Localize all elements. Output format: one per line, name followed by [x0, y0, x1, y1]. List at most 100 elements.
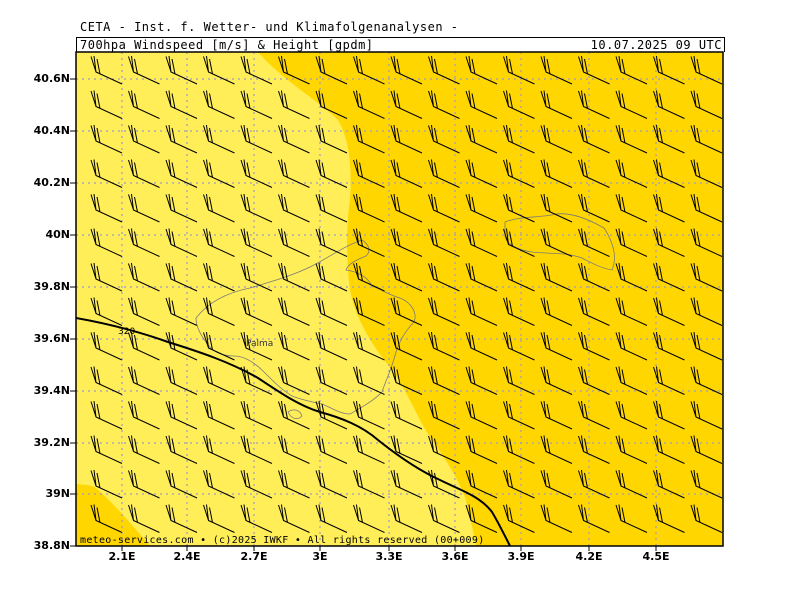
wind-barb [90, 262, 123, 292]
wind-barb [653, 504, 685, 533]
wind-barb [203, 55, 235, 85]
wind-barb [615, 124, 648, 154]
wind-barb [128, 90, 160, 119]
wind-barb [540, 228, 573, 257]
wind-barb [315, 400, 348, 430]
wind-barb [390, 124, 423, 154]
wind-barb [503, 504, 535, 533]
wind-barb [578, 55, 610, 85]
wind-barb [465, 297, 498, 326]
wind-barb [465, 228, 498, 257]
wind-barb [203, 124, 235, 154]
wind-barb [278, 504, 310, 533]
wind-barb [128, 469, 160, 499]
subtitle-bar [76, 37, 725, 52]
wind-barb [390, 262, 423, 292]
wind-barb [540, 331, 573, 361]
wind-barb [428, 435, 460, 464]
map-subtitle: 700hpa Windspeed [m/s] & Height [gpdm] [80, 38, 374, 52]
wind-barb [615, 193, 648, 223]
wind-barb [729, 367, 760, 395]
wind-barb [390, 55, 423, 85]
wind-barb [353, 297, 385, 326]
wind-barb [729, 125, 760, 153]
wind-barb [203, 400, 235, 430]
wind-barb [465, 90, 498, 119]
wind-barb [465, 124, 498, 154]
lat-label: 39.8N [33, 280, 70, 293]
wind-barb [315, 55, 348, 85]
wind-barb [203, 435, 235, 464]
wind-barb [729, 229, 760, 257]
wind-barb [390, 400, 423, 430]
wind-barb [165, 469, 198, 499]
wind-barb [578, 159, 610, 188]
wind-barb [128, 400, 160, 430]
wind-barb [540, 124, 573, 154]
wind-barb [690, 366, 723, 395]
lon-label: 4.5E [642, 550, 670, 563]
wind-barb [615, 366, 648, 395]
wind-barb [90, 435, 123, 464]
light-wind-region [76, 52, 476, 546]
wind-barb [390, 297, 423, 326]
wind-barb [540, 504, 573, 533]
wind-barb [653, 331, 685, 361]
wind-barb [729, 298, 760, 326]
wind-barb [165, 435, 198, 464]
wind-barb [729, 91, 760, 119]
wind-barb [615, 435, 648, 464]
dark-corner-region [76, 484, 134, 546]
wind-barb [428, 262, 460, 292]
wind-barb [90, 159, 123, 188]
wind-barb [540, 55, 573, 85]
wind-barb [278, 90, 310, 119]
wind-barb [503, 159, 535, 188]
wind-barb [428, 124, 460, 154]
map-frame [75, 51, 724, 547]
wind-barb [690, 435, 723, 464]
axis-ticks [70, 78, 657, 551]
contour-label: 320 [118, 327, 135, 337]
wind-barb [578, 331, 610, 361]
wind-barb [503, 124, 535, 154]
wind-barb [203, 228, 235, 257]
lon-label: 3.6E [441, 550, 469, 563]
lat-label: 38.8N [33, 539, 70, 552]
wind-barb [278, 400, 310, 430]
wind-barb [615, 90, 648, 119]
lon-label: 2.1E [108, 550, 136, 563]
wind-barb [653, 262, 685, 292]
lon-label: 3.3E [375, 550, 403, 563]
wind-barb [653, 469, 685, 499]
wind-barb [90, 504, 123, 533]
wind-barb [690, 90, 723, 119]
wind-barb [315, 366, 348, 395]
wind-barb [615, 400, 648, 430]
wind-barb [503, 297, 535, 326]
wind-barb [353, 159, 385, 188]
wind-barb [540, 297, 573, 326]
wind-barb [203, 469, 235, 499]
wind-barb [315, 90, 348, 119]
wind-barb [503, 228, 535, 257]
wind-barb [690, 228, 723, 257]
wind-barb [465, 435, 498, 464]
wind-barb [428, 504, 460, 533]
wind-barb [128, 297, 160, 326]
wind-barb [278, 366, 310, 395]
wind-barb [353, 331, 385, 361]
wind-barb [390, 435, 423, 464]
wind-barb [128, 435, 160, 464]
height-contour-320 [76, 317, 511, 546]
wind-barb [128, 193, 160, 223]
wind-barb [203, 159, 235, 188]
wind-barb [653, 366, 685, 395]
wind-barb [390, 366, 423, 395]
wind-barb [165, 262, 198, 292]
wind-barb [615, 469, 648, 499]
wind-barb [165, 159, 198, 188]
wind-barb [428, 297, 460, 326]
wind-barb [540, 262, 573, 292]
